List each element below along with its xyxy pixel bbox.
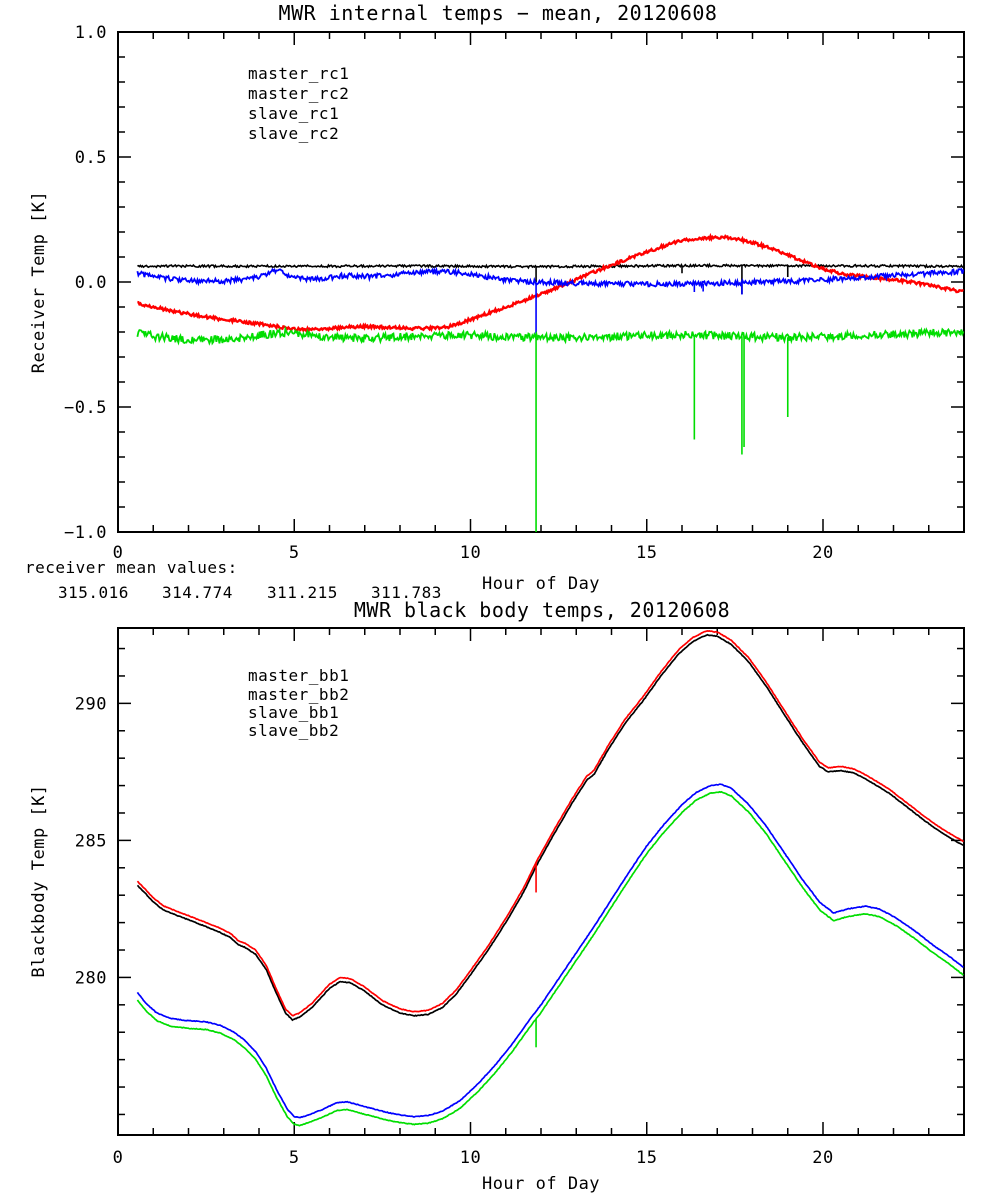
panel2-x-axis-label: Hour of Day bbox=[482, 1174, 600, 1194]
panel2-y-axis-label: Blackbody Temp [K] bbox=[29, 784, 49, 977]
mean-value-master_rc2: 314.774 bbox=[162, 583, 233, 602]
mean-values-label: receiver mean values: bbox=[25, 558, 238, 577]
series-slave_rc1-line bbox=[136, 266, 965, 290]
y-tick-label: 1.0 bbox=[75, 23, 107, 43]
x-tick-label: 0 bbox=[113, 543, 124, 563]
series-master_bb1-line bbox=[136, 633, 964, 1022]
series-master_rc2-line bbox=[137, 232, 964, 335]
panel1-title: MWR internal temps − mean, 20120608 bbox=[279, 1, 718, 25]
panel1-tick-labels: 0 5 10 15 20 1.0 0.5 0.0 −0.5 −1.0 bbox=[64, 23, 833, 563]
mean-value-slave_rc1: 311.215 bbox=[267, 583, 338, 602]
series-master_rc1-line bbox=[137, 262, 964, 270]
mean-value-master_rc1: 315.016 bbox=[58, 583, 129, 602]
y-tick-label: 285 bbox=[75, 831, 107, 851]
legend-slave_rc1: slave_rc1 bbox=[248, 104, 339, 123]
legend-slave_rc2: slave_rc2 bbox=[248, 124, 339, 143]
panel2-tick-labels: 0 5 10 15 20 290 285 280 bbox=[75, 694, 833, 1168]
legend-slave_bb2: slave_bb2 bbox=[248, 721, 339, 740]
panel2-title: MWR black body temps, 20120608 bbox=[354, 598, 730, 622]
panel1-y-axis-label: Receiver Temp [K] bbox=[29, 191, 49, 374]
legend-master_rc2: master_rc2 bbox=[248, 84, 349, 103]
series-slave_bb2-line bbox=[136, 790, 964, 1127]
panel1-series-lines bbox=[136, 232, 965, 532]
y-tick-label: 290 bbox=[75, 694, 107, 714]
x-tick-label: 20 bbox=[812, 543, 833, 563]
receiver-mean-values: receiver mean values: 315.016 314.774 31… bbox=[25, 558, 442, 602]
y-tick-label: −0.5 bbox=[64, 398, 107, 418]
x-tick-label: 20 bbox=[812, 1148, 833, 1168]
mean-value-slave_rc2: 311.783 bbox=[371, 583, 442, 602]
legend-master_bb2: master_bb2 bbox=[248, 685, 349, 704]
panel2-legend: master_bb1 master_bb2 slave_bb1 slave_bb… bbox=[248, 666, 349, 740]
panel1-legend: master_rc1 master_rc2 slave_rc1 slave_rc… bbox=[248, 64, 349, 143]
x-tick-label: 15 bbox=[636, 1148, 657, 1168]
panel1-x-axis-label: Hour of Day bbox=[482, 574, 600, 594]
x-tick-label: 10 bbox=[460, 543, 481, 563]
x-tick-label: 0 bbox=[113, 1148, 124, 1168]
x-tick-label: 15 bbox=[636, 543, 657, 563]
panel2-series-lines bbox=[136, 630, 965, 1127]
panel1-ticks bbox=[117, 31, 965, 533]
x-tick-label: 5 bbox=[289, 543, 300, 563]
legend-master_bb1: master_bb1 bbox=[248, 666, 349, 685]
y-tick-label: −1.0 bbox=[64, 523, 107, 543]
panel2-plot-border bbox=[117, 627, 965, 1136]
x-tick-label: 10 bbox=[460, 1148, 481, 1168]
x-tick-label: 5 bbox=[289, 1148, 300, 1168]
panel-receiver-temps: MWR internal temps − mean, 20120608 0 5 10… bbox=[29, 1, 965, 594]
y-tick-label: 0.0 bbox=[75, 273, 107, 293]
y-tick-label: 0.5 bbox=[75, 148, 107, 168]
y-tick-label: 280 bbox=[75, 968, 107, 988]
legend-slave_bb1: slave_bb1 bbox=[248, 703, 339, 722]
series-slave_rc2-line bbox=[136, 325, 965, 346]
panel-blackbody-temps: MWR black body temps, 20120608 0 5 10 15 20 2… bbox=[29, 598, 965, 1194]
legend-master_rc1: master_rc1 bbox=[248, 64, 349, 83]
series-master_bb2-line bbox=[136, 630, 965, 1017]
panel2-ticks bbox=[117, 628, 965, 1135]
series-slave_bb1-line bbox=[136, 783, 964, 1119]
